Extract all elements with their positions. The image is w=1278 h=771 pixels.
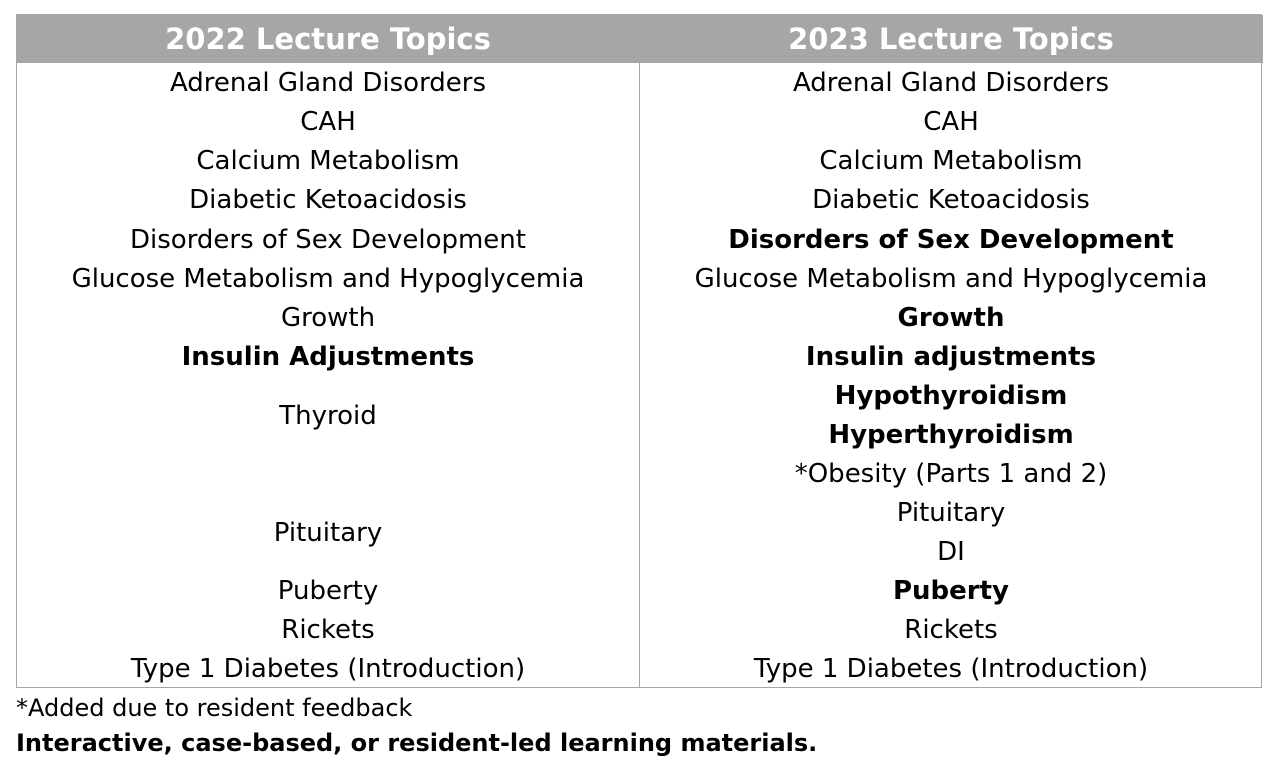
topic-2023: Insulin adjustments: [805, 342, 1097, 372]
topic-2023: *Obesity (Parts 1 and 2): [794, 459, 1108, 489]
lecture-topics-table: 2022 Lecture Topics 2023 Lecture Topics …: [16, 14, 1263, 688]
topic-2022: Glucose Metabolism and Hypoglycemia: [71, 264, 585, 294]
header-2023: 2023 Lecture Topics: [788, 22, 1114, 56]
topic-2022: Pituitary: [273, 518, 383, 548]
topic-2023: Hyperthyroidism: [828, 420, 1074, 450]
topic-2022: Puberty: [277, 576, 379, 606]
topic-2022: Diabetic Ketoacidosis: [189, 185, 467, 215]
topic-2023: Disorders of Sex Development: [728, 225, 1174, 255]
topic-2023: Growth: [897, 303, 1005, 333]
topic-2022: Insulin Adjustments: [181, 342, 475, 372]
topic-2023: Adrenal Gland Disorders: [792, 68, 1110, 98]
topic-2023: Puberty: [892, 576, 1009, 606]
topic-2022: Type 1 Diabetes (Introduction): [130, 654, 526, 684]
topic-2022: Thyroid: [279, 401, 377, 431]
topic-2022: CAH: [300, 107, 356, 137]
footnote-interactive: Interactive, case-based, or resident-led…: [16, 729, 818, 757]
topic-2023: Type 1 Diabetes (Introduction): [753, 654, 1149, 684]
topic-2023: Glucose Metabolism and Hypoglycemia: [694, 264, 1208, 294]
column-divider: [639, 63, 640, 688]
topic-2022: Rickets: [281, 615, 375, 645]
footnote-added: *Added due to resident feedback: [16, 694, 413, 722]
topic-2023: Diabetic Ketoacidosis: [812, 185, 1090, 215]
topic-2023: Rickets: [904, 615, 998, 645]
topic-2022: Adrenal Gland Disorders: [169, 68, 487, 98]
topic-2022: Growth: [280, 303, 376, 333]
topic-2023: Calcium Metabolism: [819, 146, 1083, 176]
topic-2023: CAH: [923, 107, 979, 137]
topic-2023: Pituitary: [896, 498, 1006, 528]
topic-2023: DI: [937, 537, 965, 567]
table-header: 2022 Lecture Topics 2023 Lecture Topics: [17, 15, 1263, 63]
topic-2022: Disorders of Sex Development: [130, 225, 526, 255]
topic-2023: Hypothyroidism: [834, 381, 1068, 411]
topic-2022: Calcium Metabolism: [196, 146, 460, 176]
header-2022: 2022 Lecture Topics: [165, 22, 491, 56]
